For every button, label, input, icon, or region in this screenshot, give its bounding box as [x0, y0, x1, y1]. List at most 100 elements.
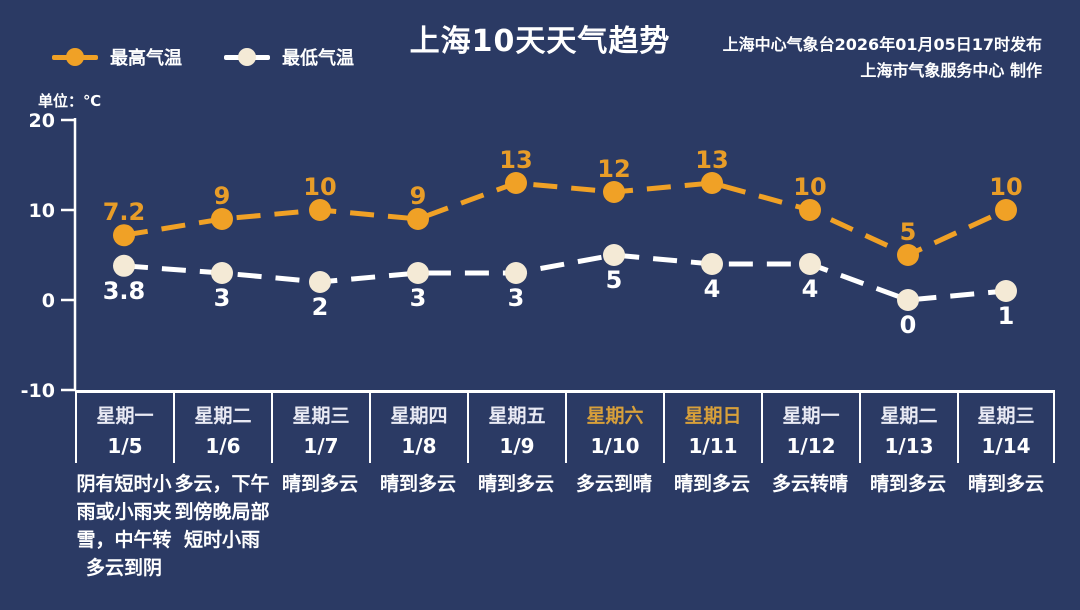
source-info: 上海中心气象台2026年01月05日17时发布 上海市气象服务中心 制作 [723, 32, 1042, 84]
day-description-label: 阴有短时小雨或小雨夹雪，中午转多云到阴 [76, 473, 172, 579]
high-temp-line-marker-icon [52, 47, 98, 67]
legend-label-low: 最低气温 [282, 48, 354, 69]
low-value-label: 4 [704, 275, 721, 303]
high-temp-point [603, 181, 625, 203]
low-temp-point [407, 262, 429, 284]
day-column: 星期五 1/9 晴到多云 [467, 393, 565, 582]
low-value-label: 5 [606, 266, 623, 294]
unit-label: 单位：℃ [38, 92, 102, 110]
day-column: 星期四 1/8 晴到多云 [369, 393, 467, 582]
day-column-head: 星期一 1/12 [761, 393, 859, 463]
high-temp-point [701, 172, 723, 194]
low-temp-point [995, 280, 1017, 302]
day-table: 星期一 1/5 阴有短时小雨或小雨夹雪，中午转多云到阴 星期二 1/6 多云，下… [75, 390, 1055, 582]
high-value-label: 13 [499, 146, 532, 174]
day-column-head: 星期五 1/9 [467, 393, 565, 463]
day-date-label: 1/8 [401, 434, 437, 458]
low-temp-point [799, 253, 821, 275]
high-value-label: 13 [695, 146, 728, 174]
low-temp-point [897, 289, 919, 311]
low-value-label: 3 [214, 284, 231, 312]
day-column-head: 星期四 1/8 [369, 393, 467, 463]
day-weekday-label: 星期五 [488, 405, 546, 427]
legend-item-high: 最高气温 [52, 44, 182, 70]
high-temp-point [995, 199, 1017, 221]
high-value-label: 5 [900, 218, 917, 246]
high-temp-point [211, 208, 233, 230]
day-weekday-label: 星期二 [880, 405, 938, 427]
legend-label-high: 最高气温 [110, 48, 182, 69]
day-date-label: 1/14 [981, 434, 1031, 458]
day-description-label: 晴到多云 [281, 473, 358, 495]
high-temp-point [799, 199, 821, 221]
day-weekday-label: 星期一 [782, 405, 840, 427]
low-value-label: 1 [998, 302, 1015, 330]
day-date-label: 1/9 [499, 434, 535, 458]
y-axis-tick-label: 20 [29, 110, 55, 132]
high-value-label: 9 [214, 182, 231, 210]
high-temp-point [897, 244, 919, 266]
day-weekday-label: 星期日 [684, 405, 742, 427]
y-axis-tick-label: 10 [29, 200, 55, 222]
day-description-label: 多云转晴 [771, 473, 848, 495]
low-temp-point [309, 271, 331, 293]
day-weekday-label: 星期二 [194, 405, 252, 427]
day-date-label: 1/10 [590, 434, 640, 458]
day-description-label: 晴到多云 [379, 473, 456, 495]
low-temp-point [603, 244, 625, 266]
day-description-label: 晴到多云 [967, 473, 1044, 495]
low-value-label: 4 [802, 275, 819, 303]
day-column-head: 星期一 1/5 [75, 393, 173, 463]
low-value-label: 0 [900, 311, 917, 339]
day-column-head: 星期三 1/7 [271, 393, 369, 463]
page-title: 上海10天天气趋势 [409, 24, 671, 59]
day-description-label: 多云到晴 [575, 473, 652, 495]
day-date-label: 1/12 [786, 434, 836, 458]
high-value-label: 10 [793, 173, 826, 201]
high-value-label: 9 [410, 182, 427, 210]
high-temp-point [309, 199, 331, 221]
low-temp-point [505, 262, 527, 284]
high-temp-point [113, 224, 135, 247]
low-value-label: 2 [312, 293, 329, 321]
day-column-head: 星期日 1/11 [663, 393, 761, 463]
day-column: 星期日 1/11 晴到多云 [663, 393, 761, 582]
high-value-label: 7.2 [103, 198, 146, 226]
source-line1: 上海中心气象台2026年01月05日17时发布 [722, 35, 1042, 54]
low-temp-line-marker-icon [224, 47, 270, 67]
day-weekday-label: 星期三 [292, 405, 350, 427]
source-line2: 上海市气象服务中心 制作 [860, 61, 1042, 80]
day-weekday-label: 星期一 [96, 405, 154, 427]
day-column: 星期二 1/6 多云，下午到傍晚局部短时小雨 [173, 393, 271, 582]
low-temp-point [113, 254, 135, 277]
day-date-label: 1/5 [107, 434, 143, 458]
high-value-label: 10 [989, 173, 1022, 201]
day-weekday-label: 星期六 [586, 405, 644, 427]
day-column: 星期一 1/5 阴有短时小雨或小雨夹雪，中午转多云到阴 [75, 393, 173, 582]
day-column: 星期一 1/12 多云转晴 [761, 393, 859, 582]
legend: 最高气温 最低气温 [52, 44, 354, 70]
low-temp-point [701, 253, 723, 275]
day-date-label: 1/13 [884, 434, 934, 458]
y-axis-tick-label: 0 [42, 290, 55, 312]
high-value-label: 12 [597, 155, 630, 183]
day-column-head: 星期三 1/14 [957, 393, 1055, 463]
day-description-label: 晴到多云 [477, 473, 554, 495]
low-value-label: 3 [410, 284, 427, 312]
day-date-label: 1/11 [688, 434, 738, 458]
day-column-head: 星期六 1/10 [565, 393, 663, 463]
day-column: 星期六 1/10 多云到晴 [565, 393, 663, 582]
day-column: 星期三 1/14 晴到多云 [957, 393, 1055, 582]
day-column: 星期二 1/13 晴到多云 [859, 393, 957, 582]
high-temp-point [407, 208, 429, 230]
high-temp-point [505, 172, 527, 194]
day-date-label: 1/7 [303, 434, 339, 458]
low-value-label: 3.8 [103, 277, 146, 305]
low-temp-line [123, 252, 1007, 303]
day-date-label: 1/6 [205, 434, 241, 458]
high-value-label: 10 [303, 173, 336, 201]
day-weekday-label: 星期三 [977, 405, 1035, 427]
low-value-label: 3 [508, 284, 525, 312]
high-temp-line [123, 180, 1008, 258]
